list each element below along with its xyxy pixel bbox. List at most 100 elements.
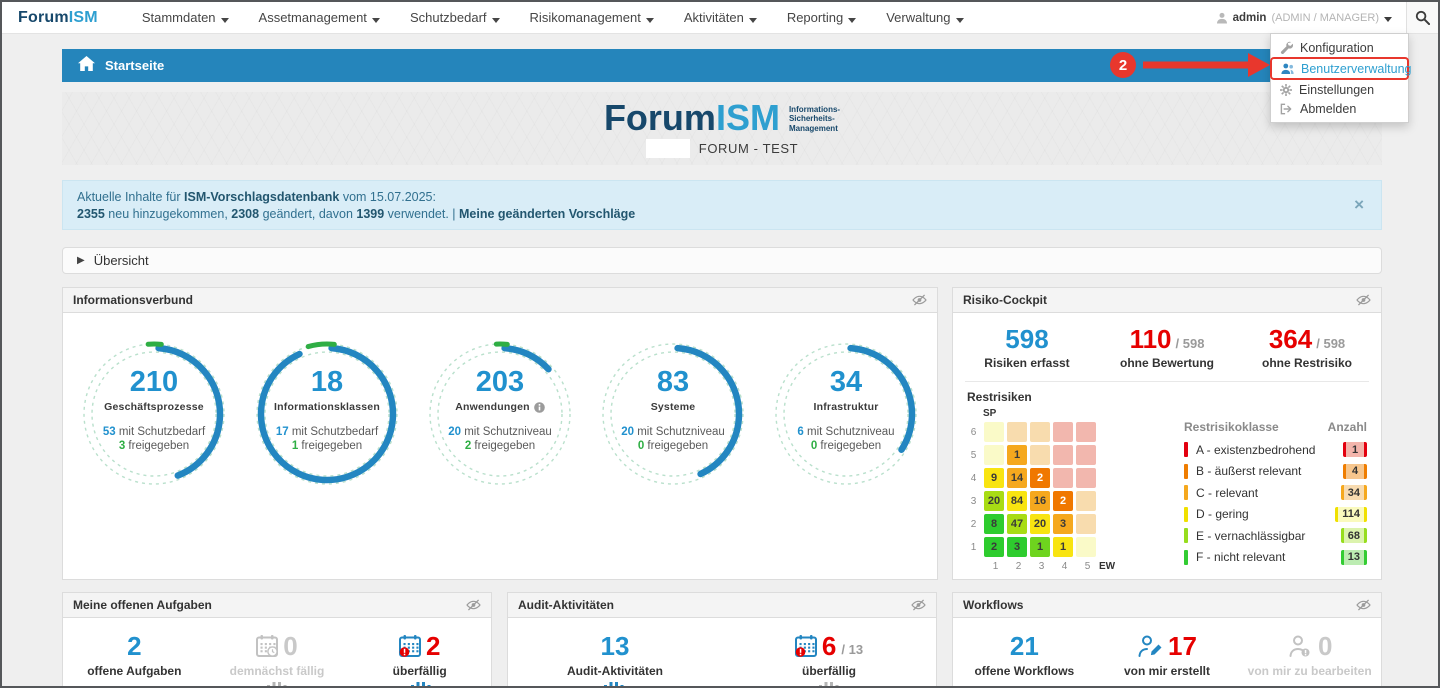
gauge-systeme[interactable]: 83 Systeme 20 mit Schutzniveau 0 freigeg… <box>592 333 754 495</box>
heatmap-y-tick: 1 <box>970 541 977 553</box>
app-logo[interactable]: ForumISM <box>18 9 98 27</box>
breadcrumb-bar[interactable]: Startseite <box>62 49 1382 82</box>
heatmap-cell[interactable]: 3 <box>1007 537 1027 557</box>
legend-row-b: B - äußerst relevant 4 <box>1184 463 1367 479</box>
calendar-clock-icon <box>256 635 279 657</box>
uebersicht-collapse-toggle[interactable]: ▶ Übersicht <box>62 247 1382 274</box>
alert-line-1: Aktuelle Inhalte für ISM-Vorschlagsdaten… <box>77 189 1367 206</box>
hero-subtitle: FORUM - TEST <box>698 140 799 156</box>
nav-item-label: Stammdaten <box>141 10 216 25</box>
gauge-label: Anwendungen <box>455 401 545 413</box>
heatmap-cell[interactable] <box>1076 491 1096 511</box>
heatmap-cell[interactable]: 2 <box>984 537 1004 557</box>
eye-slash-icon[interactable] <box>1356 599 1371 611</box>
heatmap-cell[interactable]: 1 <box>1053 537 1073 557</box>
gauge-label: Geschäftsprozesse <box>104 401 204 413</box>
gauge-value: 210 <box>129 366 179 398</box>
stat-offene-workflows: 21 offene Workflows <box>953 633 1096 678</box>
risk-stat-ohne-restrisiko: 364/ 598 ohne Restrisiko <box>1237 326 1377 370</box>
gauge-anwendungen[interactable]: 203 Anwendungen 20 mit Schutzniveau 2 fr… <box>419 333 581 495</box>
search-button[interactable] <box>1406 2 1438 33</box>
hero-tagline: Informations- Sicherheits- Management <box>789 100 840 134</box>
heatmap-cell[interactable] <box>1030 445 1050 465</box>
nav-item-aktivitaeten[interactable]: Aktivitäten <box>684 9 757 26</box>
menu-item-konfiguration[interactable]: Konfiguration <box>1271 38 1408 57</box>
heatmap-cell[interactable] <box>1076 468 1096 488</box>
hero-logo-ism: ISM <box>715 96 780 138</box>
heatmap-cell[interactable] <box>984 445 1004 465</box>
person-edit-icon <box>1137 635 1163 657</box>
stat-label: von mir erstellt <box>1123 664 1211 678</box>
menu-item-abmelden[interactable]: Abmelden <box>1271 99 1408 118</box>
menu-item-label: Abmelden <box>1300 101 1357 116</box>
close-icon[interactable]: × <box>1348 195 1370 214</box>
heatmap-cell[interactable]: 2 <box>1053 491 1073 511</box>
heatmap-cell[interactable] <box>1076 422 1096 442</box>
gauge-informationsklassen[interactable]: 18 Informationsklassen 17 mit Schutzbeda… <box>246 333 408 495</box>
heatmap-cell[interactable]: 47 <box>1007 514 1027 534</box>
heatmap-x-tick: 4 <box>1061 561 1068 572</box>
heatmap-cell[interactable]: 8 <box>984 514 1004 534</box>
alert-link-vorschlagsdatenbank[interactable]: ISM-Vorschlagsdatenbank <box>184 190 340 204</box>
heatmap-cell[interactable] <box>1053 468 1073 488</box>
heatmap-cell[interactable]: 1 <box>1007 445 1027 465</box>
menu-item-einstellungen[interactable]: Einstellungen <box>1271 80 1408 99</box>
breadcrumb-label: Startseite <box>105 58 165 73</box>
gauge-infrastruktur[interactable]: 34 Infrastruktur 6 mit Schutzniveau 0 fr… <box>765 333 927 495</box>
heatmap-cell[interactable]: 16 <box>1030 491 1050 511</box>
nav-item-risikomanagement[interactable]: Risikomanagement <box>530 9 654 26</box>
gauge-line-freigegeben: 0 freigegeben <box>637 440 709 452</box>
heatmap-cell[interactable] <box>1076 445 1096 465</box>
home-icon <box>78 55 95 76</box>
heatmap-cell[interactable]: 2 <box>1030 468 1050 488</box>
heatmap-cell[interactable] <box>1076 537 1096 557</box>
hero-logo: ForumISM <box>604 96 780 138</box>
heatmap-cell[interactable] <box>1076 514 1096 534</box>
nav-item-stammdaten[interactable]: Stammdaten <box>142 9 229 26</box>
heatmap-cell[interactable]: 3 <box>1053 514 1073 534</box>
risk-stat-label: ohne Restrisiko <box>1261 356 1353 370</box>
gauge-value: 18 <box>310 366 344 398</box>
heatmap-cell[interactable]: 1 <box>1030 537 1050 557</box>
heatmap-cell[interactable] <box>1053 422 1073 442</box>
legend-row-c: C - relevant 34 <box>1184 485 1367 500</box>
heatmap-cell[interactable]: 9 <box>984 468 1004 488</box>
eye-slash-icon[interactable] <box>911 599 926 611</box>
nav-item-assetmanagement[interactable]: Assetmanagement <box>259 9 380 26</box>
heatmap-x-tick: 3 <box>1038 561 1045 572</box>
risk-stat-value: 364 <box>1268 324 1313 354</box>
heatmap-cell[interactable] <box>1007 422 1027 442</box>
gauge-value: 83 <box>656 366 690 398</box>
heatmap-cell[interactable]: 14 <box>1007 468 1027 488</box>
nav-item-verwaltung[interactable]: Verwaltung <box>886 9 964 26</box>
heatmap-cell[interactable] <box>984 422 1004 442</box>
nav-item-reporting[interactable]: Reporting <box>787 9 857 26</box>
users-icon <box>1281 63 1294 75</box>
nav-item-schutzbedarf[interactable]: Schutzbedarf <box>410 9 500 26</box>
gauge-line-schutz: 17 mit Schutzbedarf <box>275 426 379 438</box>
alert-bold-text: 1399 <box>356 207 385 221</box>
gauge-value: 34 <box>829 366 863 398</box>
heatmap-x-tick: 1 <box>992 561 999 572</box>
stat-label: demnächst fällig <box>229 664 325 678</box>
caret-down-icon <box>955 11 964 26</box>
eye-slash-icon[interactable] <box>1356 294 1371 306</box>
legend-label: B - äußerst relevant <box>1196 464 1302 478</box>
eye-slash-icon[interactable] <box>466 599 481 611</box>
user-menu-toggle[interactable]: admin (ADMIN / MANAGER) <box>1216 2 1392 33</box>
legend-row-d: D - gering 114 <box>1184 506 1367 522</box>
gauge-geschaeftsprozesse[interactable]: 210 Geschäftsprozesse 53 mit Schutzbedar… <box>73 333 235 495</box>
heatmap-cell[interactable] <box>1053 445 1073 465</box>
hero-tagline-line: Management <box>788 123 838 133</box>
heatmap-cell[interactable]: 20 <box>1030 514 1050 534</box>
menu-item-benutzerverwaltung[interactable]: Benutzerverwaltung <box>1272 59 1411 78</box>
heatmap-cell[interactable]: 84 <box>1007 491 1027 511</box>
heatmap-cell[interactable] <box>1030 422 1050 442</box>
stat-label: von mir zu bearbeiten <box>1247 664 1372 678</box>
redacted-box <box>645 138 690 158</box>
eye-slash-icon[interactable] <box>912 294 927 306</box>
gauge-label: Infrastruktur <box>813 401 879 413</box>
heatmap-cell[interactable]: 20 <box>984 491 1004 511</box>
risk-stat-risiken-erfasst: 598 Risiken erfasst <box>957 326 1097 370</box>
gauge-line-freigegeben: 2 freigegeben <box>464 440 536 452</box>
